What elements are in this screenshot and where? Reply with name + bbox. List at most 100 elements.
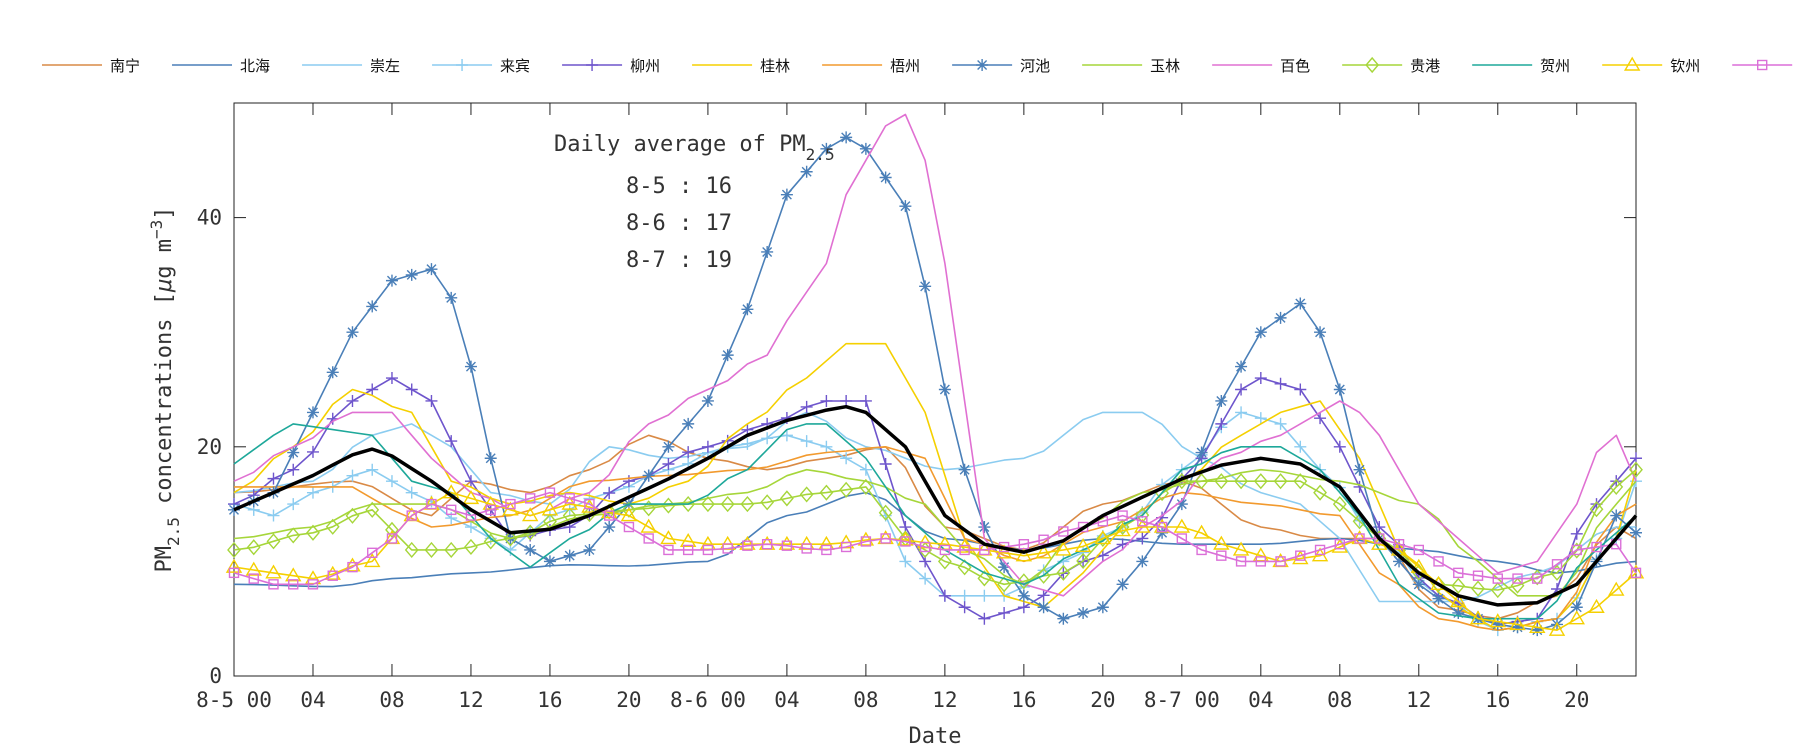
y-axis-title-sub: 2.5 — [164, 517, 183, 546]
series-marker — [622, 501, 636, 518]
series-marker — [1570, 601, 1583, 614]
series-marker — [1413, 544, 1424, 556]
series-marker — [287, 446, 300, 459]
series-marker — [642, 469, 655, 482]
series-marker — [1215, 394, 1228, 407]
series-marker — [779, 490, 794, 507]
series-marker — [661, 497, 676, 514]
legend-marker — [456, 59, 469, 71]
legend-item-2: 北海 — [172, 57, 270, 75]
legend-item-7: 梧州 — [822, 57, 920, 75]
series-marker — [860, 536, 872, 547]
series-marker — [640, 518, 657, 533]
series-marker — [1255, 556, 1267, 567]
series-marker — [801, 543, 812, 554]
series-marker — [1213, 535, 1230, 550]
series-marker — [977, 570, 992, 587]
series-marker — [1568, 610, 1585, 625]
series-marker — [1491, 618, 1504, 631]
series-marker — [564, 493, 575, 504]
series-marker — [1253, 473, 1268, 490]
series-marker — [1015, 547, 1033, 562]
series-marker — [288, 579, 299, 590]
series-marker — [1354, 533, 1365, 544]
y-tick-label: 20 — [197, 435, 222, 459]
series-marker — [1313, 484, 1327, 501]
y-axis-title-sup: −3 — [147, 220, 166, 239]
series-marker — [1393, 539, 1405, 550]
series-marker — [1295, 550, 1306, 561]
series-line — [233, 113, 1637, 597]
series-marker — [1334, 539, 1346, 550]
series-marker — [858, 478, 873, 495]
series-marker — [366, 383, 379, 396]
y-tick-label: 40 — [197, 206, 222, 230]
series-marker — [268, 579, 279, 590]
legend-item-9: 玉林 — [1082, 57, 1180, 75]
series-marker — [1630, 567, 1642, 579]
x-tick-label: 8-5 00 — [196, 688, 272, 712]
series-marker — [286, 527, 301, 544]
legend-label: 柳州 — [630, 57, 660, 75]
series-marker — [1254, 326, 1267, 339]
series-marker — [306, 445, 319, 458]
series-marker — [760, 494, 775, 511]
legend-marker — [586, 59, 599, 71]
series-marker — [1055, 541, 1072, 556]
x-tick-label: 04 — [1248, 688, 1273, 712]
series-marker — [225, 558, 243, 573]
legend-label: 河池 — [1020, 57, 1050, 75]
series-marker — [1035, 544, 1052, 559]
series-marker — [641, 500, 656, 517]
legend: 南宁 北海 崇左 来宾 柳州 桂林 梧州 河池 玉林 百色 贵港 贺州 钦州 防城港 — [42, 56, 1793, 75]
series-marker — [978, 521, 991, 534]
series-marker — [800, 435, 813, 448]
series-marker — [287, 498, 300, 511]
series-marker — [1453, 567, 1464, 579]
series-marker — [1232, 541, 1250, 556]
series-marker — [1472, 570, 1484, 581]
series-marker — [1235, 556, 1247, 567]
series-marker — [307, 579, 319, 590]
series-marker — [720, 496, 735, 513]
series-marker — [563, 549, 576, 562]
series-marker — [324, 565, 341, 580]
series-line — [233, 377, 1637, 626]
series-marker — [584, 498, 595, 510]
series-marker — [660, 530, 677, 545]
series-marker — [1571, 544, 1582, 556]
series-marker — [1469, 610, 1487, 625]
series-marker — [1489, 613, 1506, 628]
series-marker — [385, 475, 398, 488]
series-marker — [701, 394, 714, 407]
series-marker — [245, 561, 262, 576]
series-marker — [521, 507, 539, 522]
series-marker — [583, 492, 596, 505]
series-marker — [1314, 412, 1327, 425]
series-marker — [998, 606, 1011, 619]
series-marker — [761, 245, 774, 258]
series-marker — [761, 432, 774, 445]
series-marker — [679, 532, 697, 548]
series-marker — [524, 543, 537, 556]
legend-label: 贵港 — [1410, 57, 1440, 75]
legend-item-12: 贺州 — [1472, 57, 1570, 75]
series-marker — [541, 501, 559, 516]
series-marker — [1094, 530, 1112, 545]
series-marker — [721, 349, 734, 362]
series-marker — [345, 507, 360, 524]
series-marker — [1036, 567, 1051, 584]
series-marker — [445, 435, 458, 448]
series-marker — [959, 544, 970, 556]
series-marker — [622, 475, 635, 488]
series-marker — [248, 573, 259, 584]
series-9 — [233, 468, 1637, 597]
series-marker — [780, 188, 793, 201]
series-marker — [364, 553, 381, 568]
series-marker — [1393, 555, 1406, 568]
series-marker — [978, 612, 991, 625]
legend-item-3: 崇左 — [302, 57, 400, 75]
series-marker — [1532, 573, 1543, 584]
series-marker — [1450, 593, 1467, 608]
series-marker — [603, 487, 616, 500]
